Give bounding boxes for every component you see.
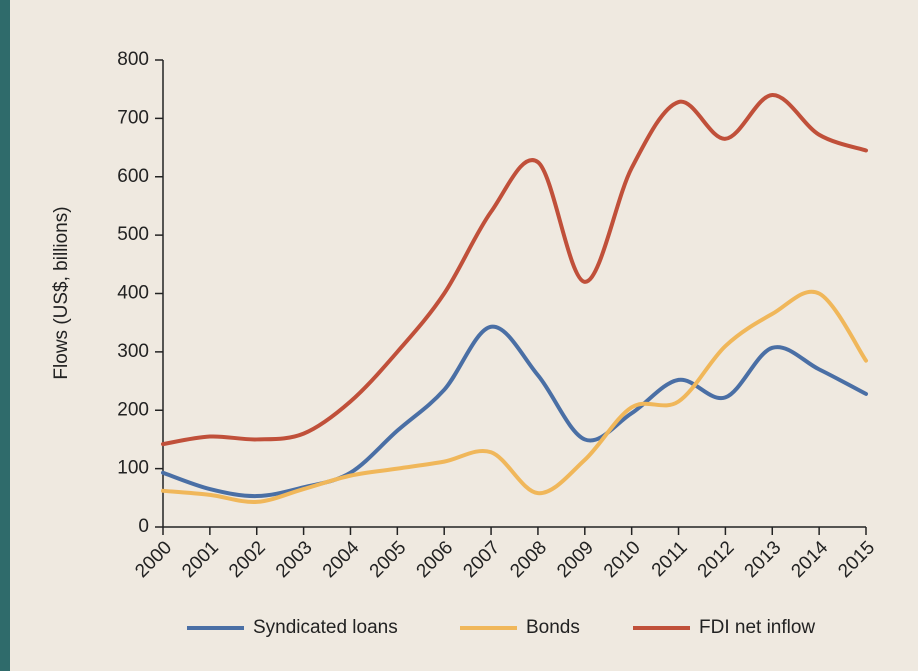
- legend-label: FDI net inflow: [699, 617, 815, 638]
- legend-label: Syndicated loans: [253, 617, 398, 638]
- y-tick-label: 0: [138, 516, 149, 537]
- legend-label: Bonds: [526, 617, 580, 638]
- y-axis-label: Flows (US$, billions): [51, 206, 72, 379]
- y-tick-label: 700: [117, 107, 149, 128]
- y-tick-label: 300: [117, 341, 149, 362]
- y-tick-label: 600: [117, 166, 149, 187]
- y-tick-label: 400: [117, 283, 149, 304]
- y-tick-label: 100: [117, 458, 149, 479]
- y-tick-label: 200: [117, 399, 149, 420]
- y-tick-label: 500: [117, 224, 149, 245]
- series-line: [161, 289, 868, 504]
- series-line: [161, 324, 868, 499]
- y-tick-label: 800: [117, 49, 149, 70]
- series-line: [161, 93, 868, 447]
- side-strip: [0, 0, 10, 671]
